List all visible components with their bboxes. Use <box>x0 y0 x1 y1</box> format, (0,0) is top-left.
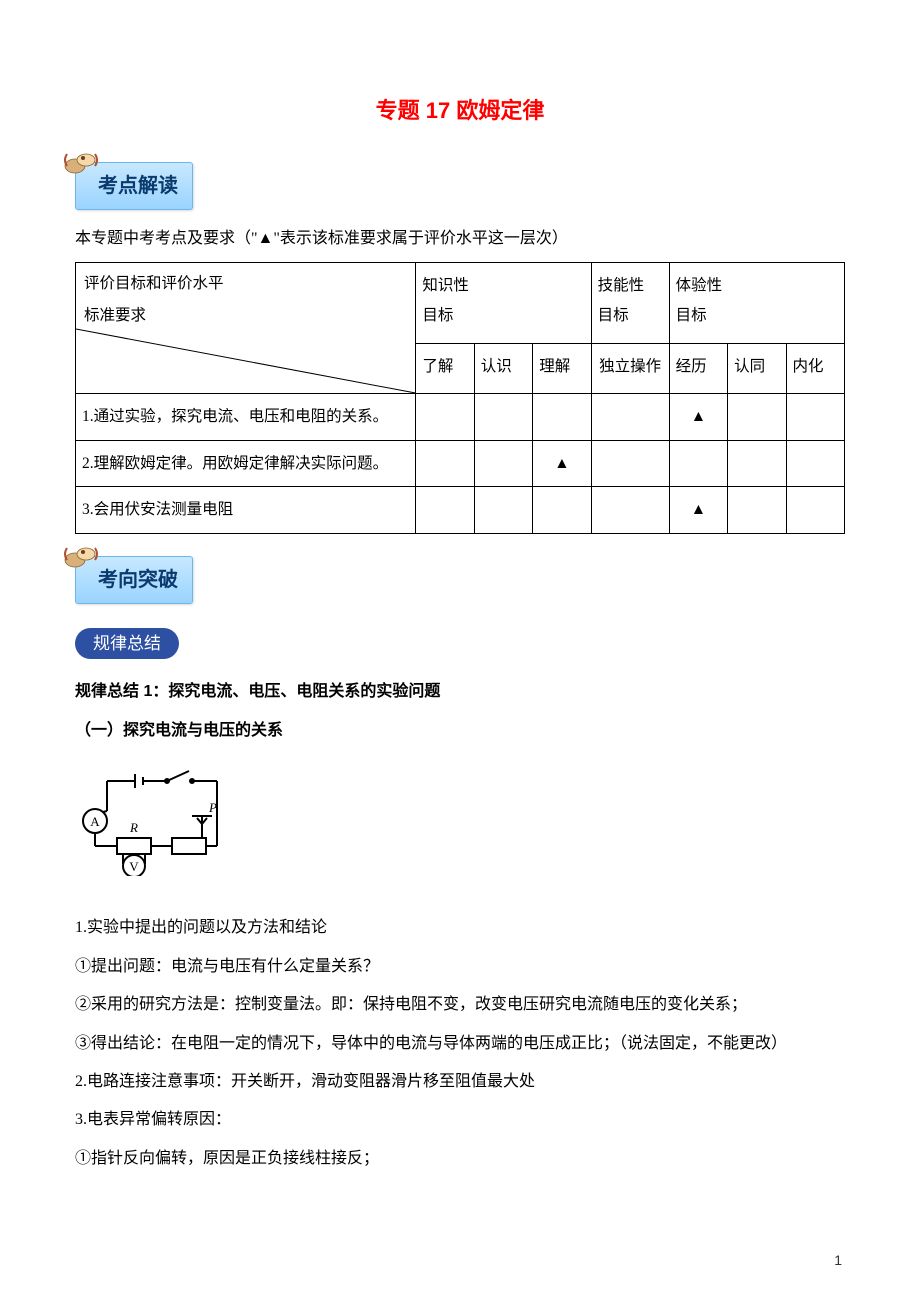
badge-kaodian: 考点解读 <box>75 162 193 210</box>
badge-decoration-icon <box>61 540 103 572</box>
body-line: ①指针反向偏转，原因是正负接线柱接反； <box>75 1144 845 1174</box>
rule-heading: 规律总结 1：探究电流、电压、电阻关系的实验问题 <box>75 677 845 707</box>
cell <box>474 440 532 486</box>
cell <box>728 394 786 440</box>
cell <box>416 440 474 486</box>
cell <box>591 440 669 486</box>
cell <box>474 487 532 533</box>
page-number: 1 <box>834 1247 842 1274</box>
diagonal-line-icon <box>76 263 415 393</box>
cell <box>669 440 727 486</box>
cell <box>786 487 845 533</box>
cell: ▲ <box>533 440 591 486</box>
cell <box>533 394 591 440</box>
badge-kaoxiang: 考向突破 <box>75 556 193 604</box>
svg-text:R: R <box>129 820 138 835</box>
diagonal-header-cell: 评价目标和评价水平 标准要求 <box>76 263 416 394</box>
group1-sub: 目标 <box>422 307 453 324</box>
body-line: 3.电表异常偏转原因： <box>75 1105 845 1135</box>
cell <box>416 394 474 440</box>
row-label: 1.通过实验，探究电流、电压和电阻的关系。 <box>76 394 416 440</box>
badge-decoration-icon <box>61 146 103 178</box>
col-7: 内化 <box>786 344 845 394</box>
cell <box>728 487 786 533</box>
col-4: 独立操作 <box>591 344 669 394</box>
cell <box>474 394 532 440</box>
group2-label: 技能性 <box>598 277 645 294</box>
table-row: 2.理解欧姆定律。用欧姆定律解决实际问题。 ▲ <box>76 440 845 486</box>
col-2: 认识 <box>474 344 532 394</box>
body-line: ③得出结论：在电阻一定的情况下，导体中的电流与导体两端的电压成正比；（说法固定，… <box>75 1029 845 1059</box>
svg-text:P: P <box>208 800 217 815</box>
body-line: 1.实验中提出的问题以及方法和结论 <box>75 913 845 943</box>
requirements-table: 评价目标和评价水平 标准要求 知识性 目标 技能性 目标 体验性 目标 了解 认… <box>75 262 845 533</box>
row-label: 2.理解欧姆定律。用欧姆定律解决实际问题。 <box>76 440 416 486</box>
group3-sub: 目标 <box>676 307 707 324</box>
col-group-2: 技能性 目标 <box>591 263 669 344</box>
circuit-diagram-icon: A R P V <box>77 766 227 876</box>
cell <box>591 394 669 440</box>
group1-label: 知识性 <box>422 277 469 294</box>
cell <box>786 394 845 440</box>
pill-guilv: 规律总结 <box>75 628 179 660</box>
cell: ▲ <box>669 394 727 440</box>
group2-sub: 目标 <box>598 307 629 324</box>
cell <box>416 487 474 533</box>
col-6: 认同 <box>728 344 786 394</box>
table-header-row-1: 评价目标和评价水平 标准要求 知识性 目标 技能性 目标 体验性 目标 <box>76 263 845 344</box>
col-group-3: 体验性 目标 <box>669 263 844 344</box>
cell <box>786 440 845 486</box>
table-row: 1.通过实验，探究电流、电压和电阻的关系。 ▲ <box>76 394 845 440</box>
cell <box>533 487 591 533</box>
body-line: ①提出问题：电流与电压有什么定量关系？ <box>75 952 845 982</box>
section1-title: （一）探究电流与电压的关系 <box>75 716 845 746</box>
svg-text:A: A <box>90 814 100 829</box>
svg-text:V: V <box>129 859 139 874</box>
cell: ▲ <box>669 487 727 533</box>
page: 专题 17 欧姆定律 考点解读 本专题中考考点及要求（"▲"表示该标准要求属于评… <box>0 0 920 1302</box>
body-line: ②采用的研究方法是：控制变量法。即：保持电阻不变，改变电压研究电流随电压的变化关… <box>75 990 845 1020</box>
table-row: 3.会用伏安法测量电阻 ▲ <box>76 487 845 533</box>
group3-label: 体验性 <box>676 277 723 294</box>
body-line: 2.电路连接注意事项：开关断开，滑动变阻器滑片移至阻值最大处 <box>75 1067 845 1097</box>
page-title: 专题 17 欧姆定律 <box>75 90 845 132</box>
row-label: 3.会用伏安法测量电阻 <box>76 487 416 533</box>
col-5: 经历 <box>669 344 727 394</box>
cell <box>728 440 786 486</box>
col-3: 理解 <box>533 344 591 394</box>
col-1: 了解 <box>416 344 474 394</box>
cell <box>591 487 669 533</box>
col-group-1: 知识性 目标 <box>416 263 591 344</box>
intro-line: 本专题中考考点及要求（"▲"表示该标准要求属于评价水平这一层次） <box>75 224 845 254</box>
